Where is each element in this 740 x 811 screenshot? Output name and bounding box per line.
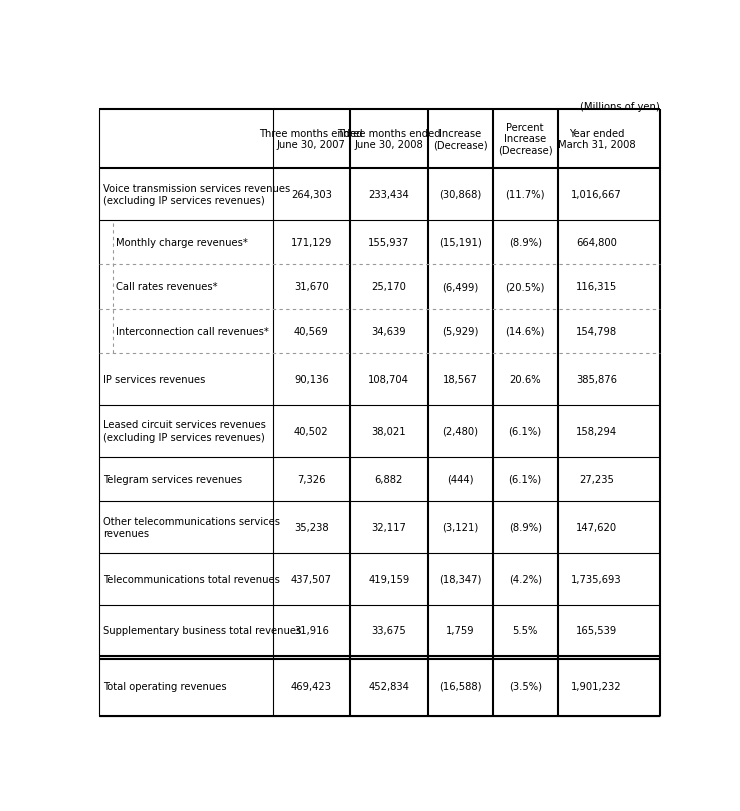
- Text: (6.1%): (6.1%): [508, 426, 542, 436]
- Text: (3.5%): (3.5%): [508, 681, 542, 691]
- Text: 452,834: 452,834: [369, 681, 409, 691]
- Text: 155,937: 155,937: [369, 238, 409, 247]
- Text: (6,499): (6,499): [442, 282, 478, 292]
- Text: Telegram services revenues: Telegram services revenues: [104, 474, 243, 484]
- Text: 6,882: 6,882: [374, 474, 403, 484]
- Text: Interconnection call revenues*: Interconnection call revenues*: [115, 326, 269, 337]
- Text: 34,639: 34,639: [371, 326, 406, 337]
- Text: 18,567: 18,567: [443, 375, 477, 384]
- Text: 20.6%: 20.6%: [509, 375, 541, 384]
- Text: Three months ended
June 30, 2008: Three months ended June 30, 2008: [337, 128, 440, 150]
- Text: Three months ended
June 30, 2007: Three months ended June 30, 2007: [260, 128, 363, 150]
- Text: (5,929): (5,929): [442, 326, 478, 337]
- Text: (8.9%): (8.9%): [508, 238, 542, 247]
- Text: (15,191): (15,191): [439, 238, 482, 247]
- Text: 154,798: 154,798: [576, 326, 617, 337]
- Text: Other telecommunications services
revenues: Other telecommunications services revenu…: [104, 516, 280, 539]
- Text: IP services revenues: IP services revenues: [104, 375, 206, 384]
- Text: 116,315: 116,315: [576, 282, 617, 292]
- Text: 108,704: 108,704: [369, 375, 409, 384]
- Text: Leased circuit services revenues
(excluding IP services revenues): Leased circuit services revenues (exclud…: [104, 420, 266, 442]
- Text: (444): (444): [447, 474, 474, 484]
- Text: (4.2%): (4.2%): [508, 574, 542, 584]
- Text: 40,502: 40,502: [294, 426, 329, 436]
- Text: Increase
(Decrease): Increase (Decrease): [433, 128, 488, 150]
- Text: 664,800: 664,800: [576, 238, 617, 247]
- Text: (6.1%): (6.1%): [508, 474, 542, 484]
- Text: 90,136: 90,136: [294, 375, 329, 384]
- Text: Percent
Increase
(Decrease): Percent Increase (Decrease): [498, 122, 553, 156]
- Text: 147,620: 147,620: [576, 522, 617, 532]
- Text: 25,170: 25,170: [371, 282, 406, 292]
- Text: 35,238: 35,238: [294, 522, 329, 532]
- Text: Year ended
March 31, 2008: Year ended March 31, 2008: [557, 128, 635, 150]
- Text: 31,916: 31,916: [294, 625, 329, 636]
- Text: Monthly charge revenues*: Monthly charge revenues*: [115, 238, 248, 247]
- Text: 32,117: 32,117: [371, 522, 406, 532]
- Text: 385,876: 385,876: [576, 375, 617, 384]
- Text: 1,901,232: 1,901,232: [571, 681, 622, 691]
- Text: (8.9%): (8.9%): [508, 522, 542, 532]
- Text: 171,129: 171,129: [291, 238, 332, 247]
- Text: 1,759: 1,759: [445, 625, 474, 636]
- Text: (20.5%): (20.5%): [505, 282, 545, 292]
- Text: 33,675: 33,675: [371, 625, 406, 636]
- Text: (18,347): (18,347): [439, 574, 481, 584]
- Text: (16,588): (16,588): [439, 681, 481, 691]
- Text: 437,507: 437,507: [291, 574, 332, 584]
- Text: 27,235: 27,235: [579, 474, 614, 484]
- Text: 31,670: 31,670: [294, 282, 329, 292]
- Text: Voice transmission services revenues
(excluding IP services revenues): Voice transmission services revenues (ex…: [104, 183, 291, 206]
- Text: (Millions of yen): (Millions of yen): [580, 102, 660, 112]
- Text: Call rates revenues*: Call rates revenues*: [115, 282, 218, 292]
- Text: 419,159: 419,159: [369, 574, 409, 584]
- Text: 5.5%: 5.5%: [512, 625, 538, 636]
- Text: 158,294: 158,294: [576, 426, 617, 436]
- Text: 233,434: 233,434: [369, 190, 409, 200]
- Text: (30,868): (30,868): [439, 190, 481, 200]
- Text: 165,539: 165,539: [576, 625, 617, 636]
- Text: 264,303: 264,303: [291, 190, 332, 200]
- Text: 38,021: 38,021: [371, 426, 406, 436]
- Text: (2,480): (2,480): [442, 426, 478, 436]
- Text: (3,121): (3,121): [442, 522, 478, 532]
- Text: 7,326: 7,326: [297, 474, 326, 484]
- Text: 1,016,667: 1,016,667: [571, 190, 622, 200]
- Text: 1,735,693: 1,735,693: [571, 574, 622, 584]
- Text: Telecommunications total revenues: Telecommunications total revenues: [104, 574, 280, 584]
- Text: 469,423: 469,423: [291, 681, 332, 691]
- Text: (14.6%): (14.6%): [505, 326, 545, 337]
- Text: (11.7%): (11.7%): [505, 190, 545, 200]
- Text: Supplementary business total revenues: Supplementary business total revenues: [104, 625, 302, 636]
- Text: Total operating revenues: Total operating revenues: [104, 681, 227, 691]
- Text: 40,569: 40,569: [294, 326, 329, 337]
